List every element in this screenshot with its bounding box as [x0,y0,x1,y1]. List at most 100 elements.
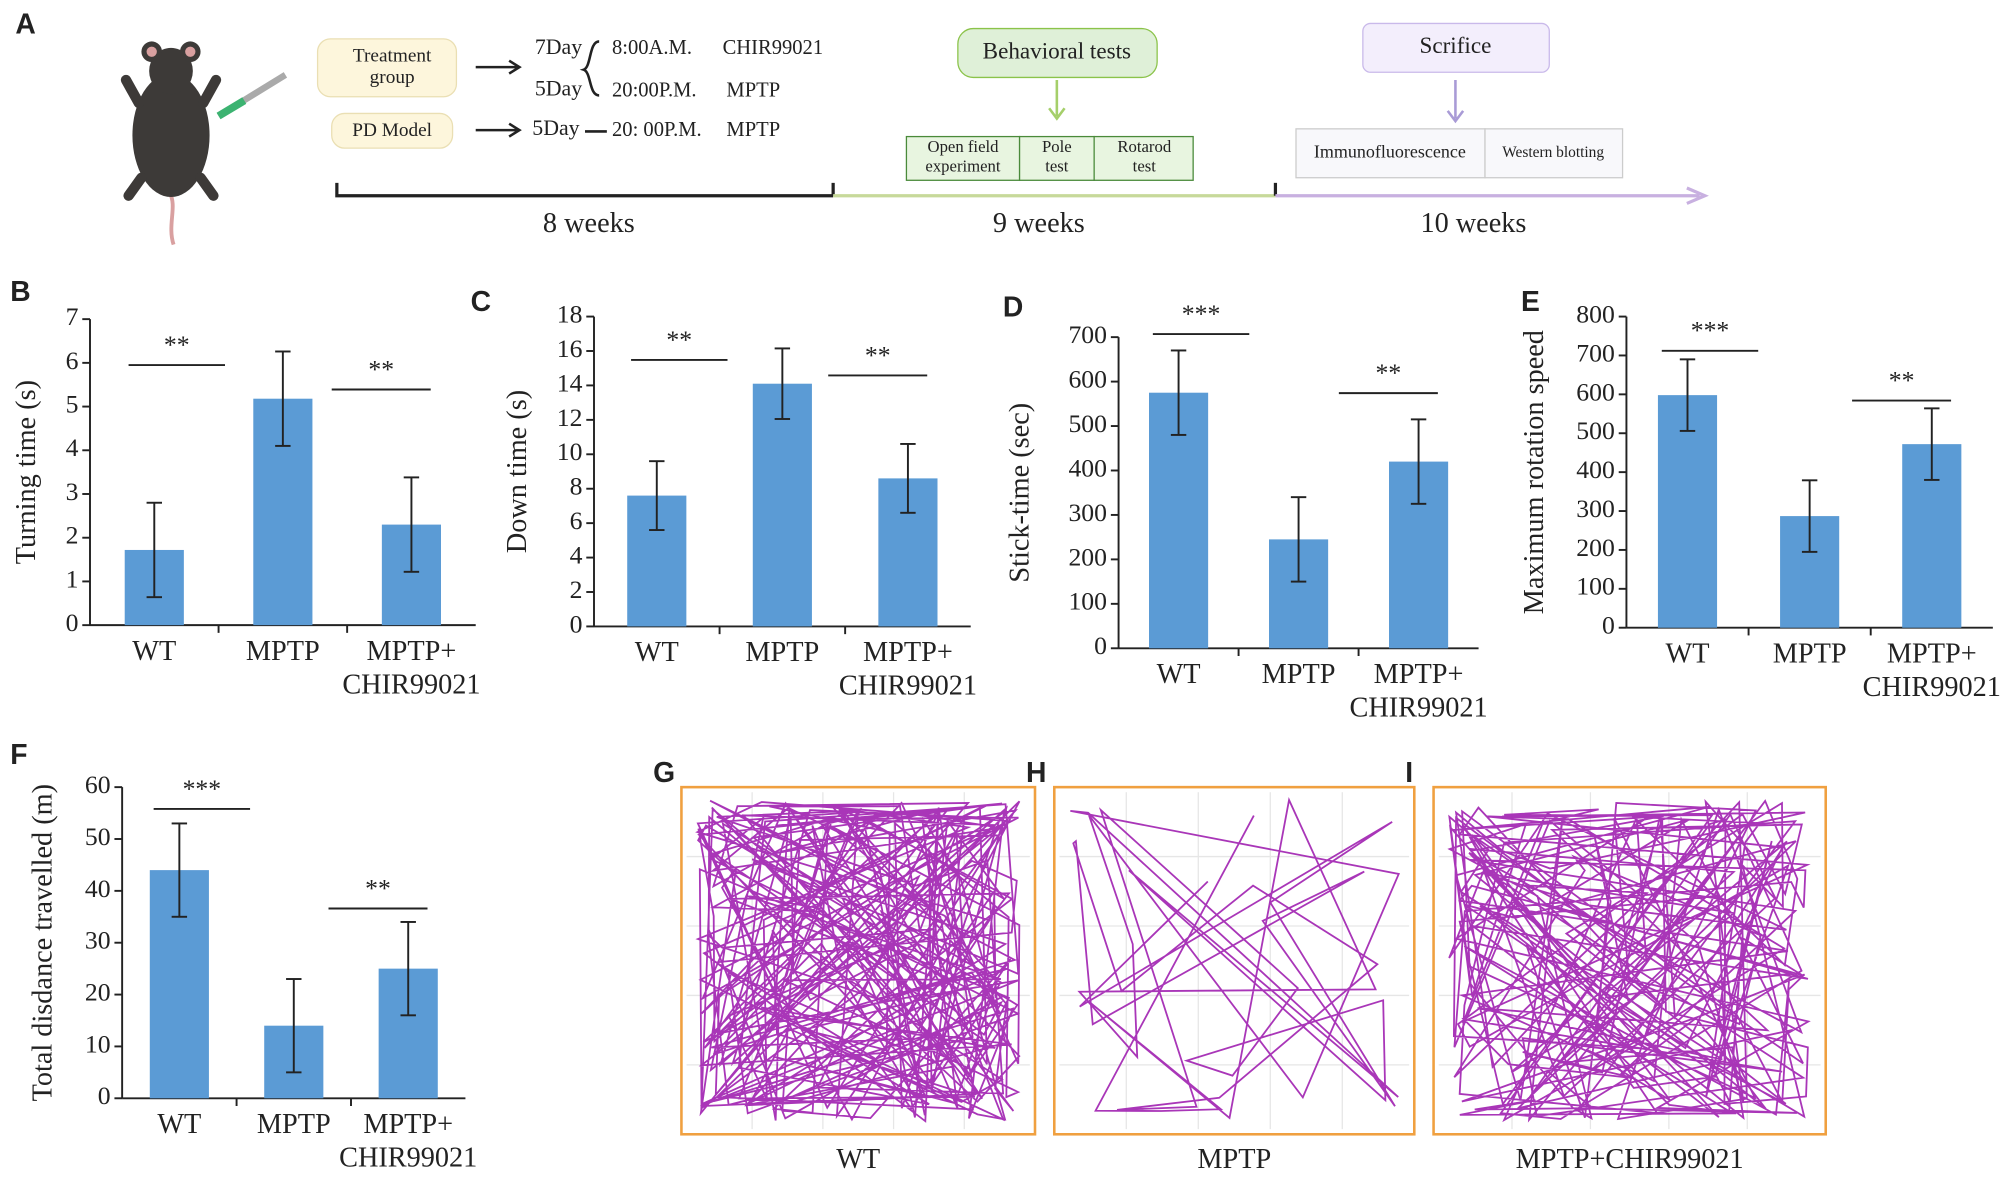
label: Behavioral tests [983,38,1131,64]
y-tick-label: 200 [1068,542,1107,571]
y-tick-label: 400 [1068,453,1107,482]
error-bar [286,978,302,1074]
panel-letter: D [1003,290,1023,322]
significance-label: ** [865,340,891,369]
panel-letter: C [471,285,491,317]
label: PD Model [352,120,432,141]
label: 5Day [532,116,579,140]
y-tick-label: 200 [1576,533,1615,562]
panel-letter: G [653,756,675,788]
y-tick-label: 500 [1576,416,1615,445]
y-tick-label: 2 [66,521,79,550]
x-tick-label: CHIR99021 [1349,692,1487,723]
x-tick-label: WT [157,1109,201,1140]
label: experiment [925,156,1000,175]
x-tick-label: MPTP+ [1887,638,1977,669]
x-tick-label: WT [1666,638,1710,669]
error-bar [900,442,916,514]
y-tick-label: 10 [557,437,583,466]
label: group [370,67,415,88]
y-tick-label: 50 [85,822,111,851]
error-bar [1679,358,1696,432]
panel-letter: H [1026,756,1046,788]
significance-label: *** [1182,299,1221,328]
label: 8 weeks [543,208,635,239]
x-tick-label: MPTP+ [367,636,457,667]
label: test [1045,156,1069,175]
y-tick-label: 7 [66,302,79,331]
x-tick-label: MPTP+ [1374,659,1464,690]
panel-letter: B [10,275,30,307]
y-tick-label: 600 [1068,364,1107,393]
y-tick-label: 300 [1576,494,1615,523]
y-tick-label: 1 [66,564,79,593]
y-tick-label: 12 [557,403,583,432]
label: Western blotting [1502,144,1604,161]
protocol-diagram: Treatment group PD Model 7Day 5Day 8:00A… [316,22,1709,239]
x-tick-label: CHIR99021 [342,669,480,700]
y-tick-label: 100 [1576,572,1615,601]
x-tick-label: MPTP [246,636,320,667]
error-bar [1410,418,1427,505]
arena-frame [1053,785,1416,1136]
bar [752,383,812,627]
label: 5Day [535,76,582,100]
error-bar [171,822,188,918]
y-tick-label: 3 [66,477,79,506]
label: Open field [928,137,1000,156]
y-tick-label: 0 [66,608,79,637]
significance-label: ** [1376,358,1402,387]
label: 10 weeks [1420,208,1526,239]
track-label: WT [836,1144,880,1175]
significance-label: *** [1691,316,1730,345]
y-tick-label: 0 [98,1081,111,1110]
x-tick-label: MPTP [1262,659,1336,690]
x-tick-label: WT [635,637,679,668]
y-tick-label: 800 [1576,299,1615,328]
x-tick-label: CHIR99021 [1863,672,2001,703]
label: MPTP [726,79,780,101]
y-tick-label: 4 [66,433,79,462]
track [1070,797,1400,1120]
y-tick-label: 700 [1576,338,1615,367]
y-tick-label: 10 [85,1029,111,1058]
x-tick-label: CHIR99021 [839,671,977,702]
y-tick-label: 700 [1068,320,1107,349]
track-label: MPTP+CHIR99021 [1516,1144,1744,1175]
y-tick-label: 6 [66,346,79,375]
label: Rotarod [1117,137,1171,156]
track-label: MPTP [1197,1144,1271,1175]
error-bar [146,501,162,599]
error-bar [400,921,416,1017]
x-tick-label: MPTP [1773,638,1847,669]
panel-letter: A [15,7,35,39]
label: 20:00P.M. [612,79,697,101]
x-tick-label: WT [132,636,176,667]
y-tick-label: 40 [85,874,111,903]
y-axis-label: Down time (s) [502,390,533,553]
x-tick-label: MPTP+ [863,637,953,668]
y-tick-label: 14 [557,368,583,397]
error-bar [1170,349,1187,436]
y-tick-label: 2 [570,575,583,604]
significance-label: ** [365,873,391,902]
y-tick-label: 500 [1068,409,1107,438]
significance-label: ** [666,325,692,354]
box [316,38,458,98]
box [957,27,1158,79]
panel-letter: E [1521,285,1540,317]
error-bar [403,476,420,573]
y-tick-label: 100 [1068,587,1107,616]
y-axis-label: Turning time (s) [11,380,42,564]
y-tick-label: 0 [570,609,583,638]
y-tick-label: 20 [85,977,111,1006]
x-tick-label: WT [1157,659,1201,690]
x-tick-label: MPTP+ [363,1109,453,1140]
label: 9 weeks [993,208,1085,239]
track [695,799,1021,1123]
panel-letter: I [1405,756,1413,788]
y-tick-label: 300 [1068,498,1107,527]
label: Scrifice [1419,33,1491,59]
